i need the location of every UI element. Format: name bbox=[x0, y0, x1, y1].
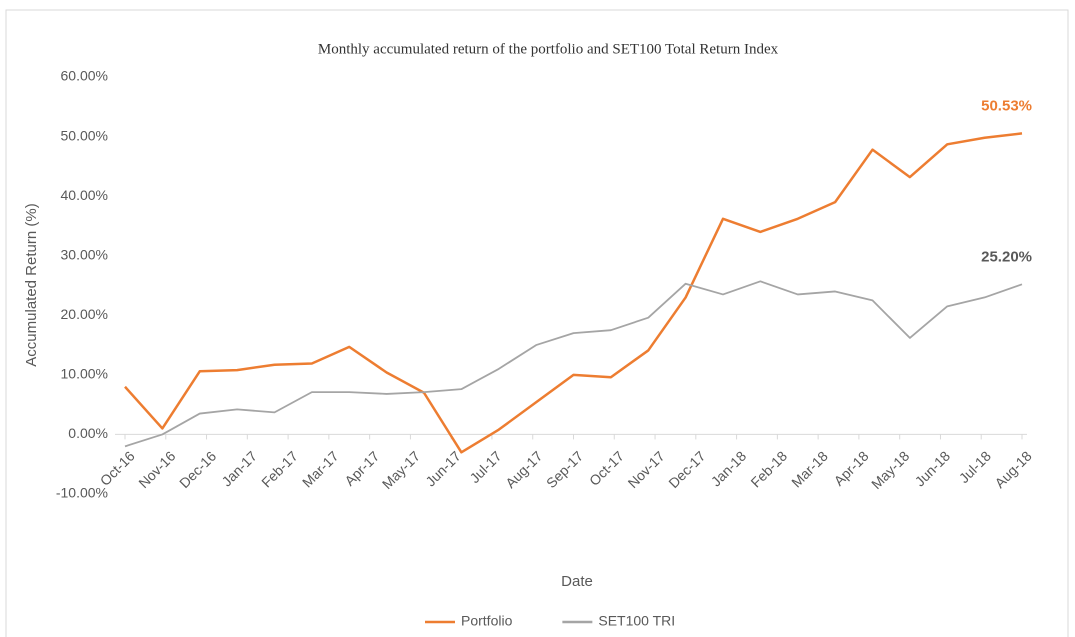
end-label: 50.53% bbox=[981, 97, 1032, 114]
x-axis-title: Date bbox=[561, 573, 593, 590]
y-tick-label: 50.00% bbox=[61, 127, 108, 143]
y-tick-label: 60.00% bbox=[61, 68, 108, 84]
y-tick-label: 20.00% bbox=[61, 306, 108, 322]
series-line bbox=[124, 132, 1023, 454]
y-tick-label: 30.00% bbox=[61, 246, 108, 262]
legend-label: Portfolio bbox=[461, 613, 513, 629]
y-tick-label: 40.00% bbox=[61, 187, 108, 203]
series-line bbox=[124, 280, 1023, 448]
end-label: 25.20% bbox=[981, 248, 1032, 265]
y-tick-label: -10.00% bbox=[56, 485, 108, 501]
chart-frame bbox=[5, 9, 1069, 637]
y-tick-label: 0.00% bbox=[68, 425, 108, 441]
y-tick-label: 10.00% bbox=[61, 366, 108, 382]
legend-label: SET100 TRI bbox=[598, 613, 675, 629]
chart-title: Monthly accumulated return of the portfo… bbox=[318, 41, 779, 57]
y-axis-title: Accumulated Return (%) bbox=[23, 203, 40, 366]
